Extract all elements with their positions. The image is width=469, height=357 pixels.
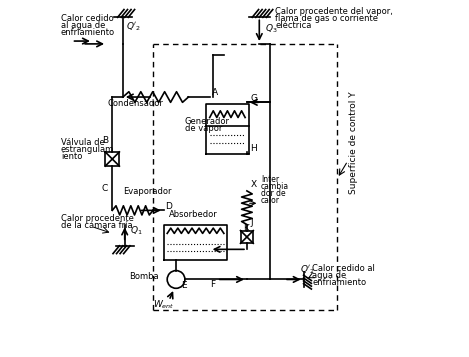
Text: Evaporador: Evaporador (123, 187, 172, 196)
Text: Calor cedido al: Calor cedido al (312, 263, 375, 273)
Text: Calor procedente del vapor,: Calor procedente del vapor, (275, 7, 393, 16)
Text: $Q_3$: $Q_3$ (265, 22, 277, 35)
Text: $W_{ent}$: $W_{ent}$ (153, 299, 174, 311)
Text: calor: calor (261, 196, 280, 205)
Text: $Q_1$: $Q_1$ (130, 225, 143, 237)
Text: Válvula de: Válvula de (61, 138, 105, 147)
Text: enfriamiento: enfriamiento (61, 28, 115, 37)
Text: eléctrica: eléctrica (275, 21, 311, 30)
Text: Superficie de control Y: Superficie de control Y (348, 92, 358, 195)
Text: C: C (102, 184, 108, 193)
Text: $Q'_2$: $Q'_2$ (300, 263, 315, 276)
Text: flama de gas o corriente: flama de gas o corriente (275, 14, 378, 23)
Text: agua de: agua de (312, 271, 347, 280)
Text: Condensador: Condensador (107, 99, 163, 108)
Text: K: K (243, 224, 249, 233)
Text: estrangulam: estrangulam (61, 145, 114, 154)
Text: de la cámara fría: de la cámara fría (61, 221, 133, 230)
Text: Calor cedido: Calor cedido (61, 14, 113, 23)
Text: Inter: Inter (261, 175, 279, 184)
Text: dor de: dor de (261, 189, 286, 198)
Text: $Q'_2$: $Q'_2$ (127, 21, 142, 33)
Text: iento: iento (61, 152, 82, 161)
Text: cambia: cambia (261, 182, 289, 191)
Text: X: X (250, 180, 257, 189)
Text: de vapor: de vapor (185, 124, 222, 133)
Text: F: F (210, 280, 215, 288)
Text: B: B (102, 136, 108, 145)
Text: Absorbedor: Absorbedor (169, 211, 218, 220)
Text: enfriamiento: enfriamiento (312, 278, 367, 287)
Text: A: A (212, 88, 218, 97)
Text: Bomba: Bomba (129, 272, 159, 281)
Text: E: E (182, 281, 187, 290)
Text: Calor procedente: Calor procedente (61, 214, 134, 223)
Text: H: H (250, 144, 257, 153)
Text: J: J (250, 217, 253, 227)
Text: Generador: Generador (185, 117, 230, 126)
Text: al agua de: al agua de (61, 21, 106, 30)
Text: D: D (166, 202, 172, 211)
Text: G: G (250, 94, 257, 103)
